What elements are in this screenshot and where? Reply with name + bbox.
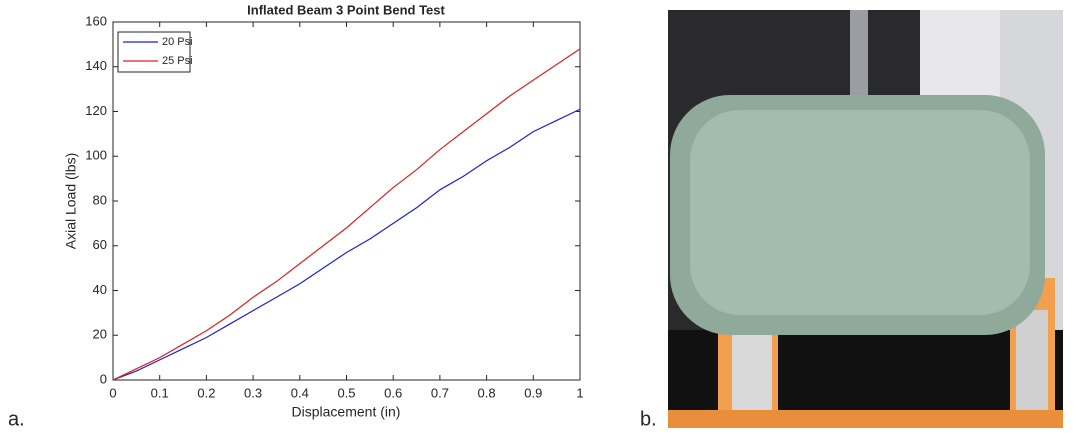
y-tick-label: 60 bbox=[93, 237, 107, 252]
y-tick-label: 80 bbox=[93, 192, 107, 207]
y-tick-label: 40 bbox=[93, 282, 107, 297]
x-axis-label: Displacement (in) bbox=[292, 404, 401, 420]
x-tick-label: 0.9 bbox=[524, 385, 542, 400]
y-axis-label: Axial Load (lbs) bbox=[63, 153, 79, 250]
y-tick-label: 100 bbox=[85, 148, 107, 163]
x-tick-label: 1 bbox=[576, 385, 583, 400]
y-tick-label: 140 bbox=[85, 58, 107, 73]
plot-box bbox=[112, 21, 581, 381]
photo bbox=[668, 10, 1063, 428]
legend: 20 Psi 25 Psi bbox=[117, 31, 193, 73]
x-tick-label: 0.3 bbox=[244, 385, 262, 400]
x-tick-label: 0.5 bbox=[337, 385, 355, 400]
series-line bbox=[112, 108, 581, 381]
chart-title: Inflated Beam 3 Point Bend Test bbox=[247, 2, 445, 17]
legend-label: 25 Psi bbox=[162, 55, 193, 67]
y-tick-label: 160 bbox=[85, 13, 107, 28]
y-tick-label: 0 bbox=[100, 371, 107, 386]
x-tick-label: 0.8 bbox=[478, 385, 496, 400]
legend-label: 20 Psi bbox=[162, 36, 193, 48]
x-tick-label: 0.7 bbox=[431, 385, 449, 400]
x-tick-label: 0.2 bbox=[197, 385, 215, 400]
panel-label: a. bbox=[8, 408, 25, 430]
y-tick-label: 120 bbox=[85, 103, 107, 118]
panel-label: b. bbox=[640, 408, 657, 430]
x-tick-label: 0.4 bbox=[291, 385, 309, 400]
y-tick-label: 20 bbox=[93, 327, 107, 342]
series-line bbox=[112, 48, 581, 381]
x-tick-label: 0.1 bbox=[151, 385, 169, 400]
x-tick-label: 0.6 bbox=[384, 385, 402, 400]
x-tick-label: 0 bbox=[109, 385, 116, 400]
